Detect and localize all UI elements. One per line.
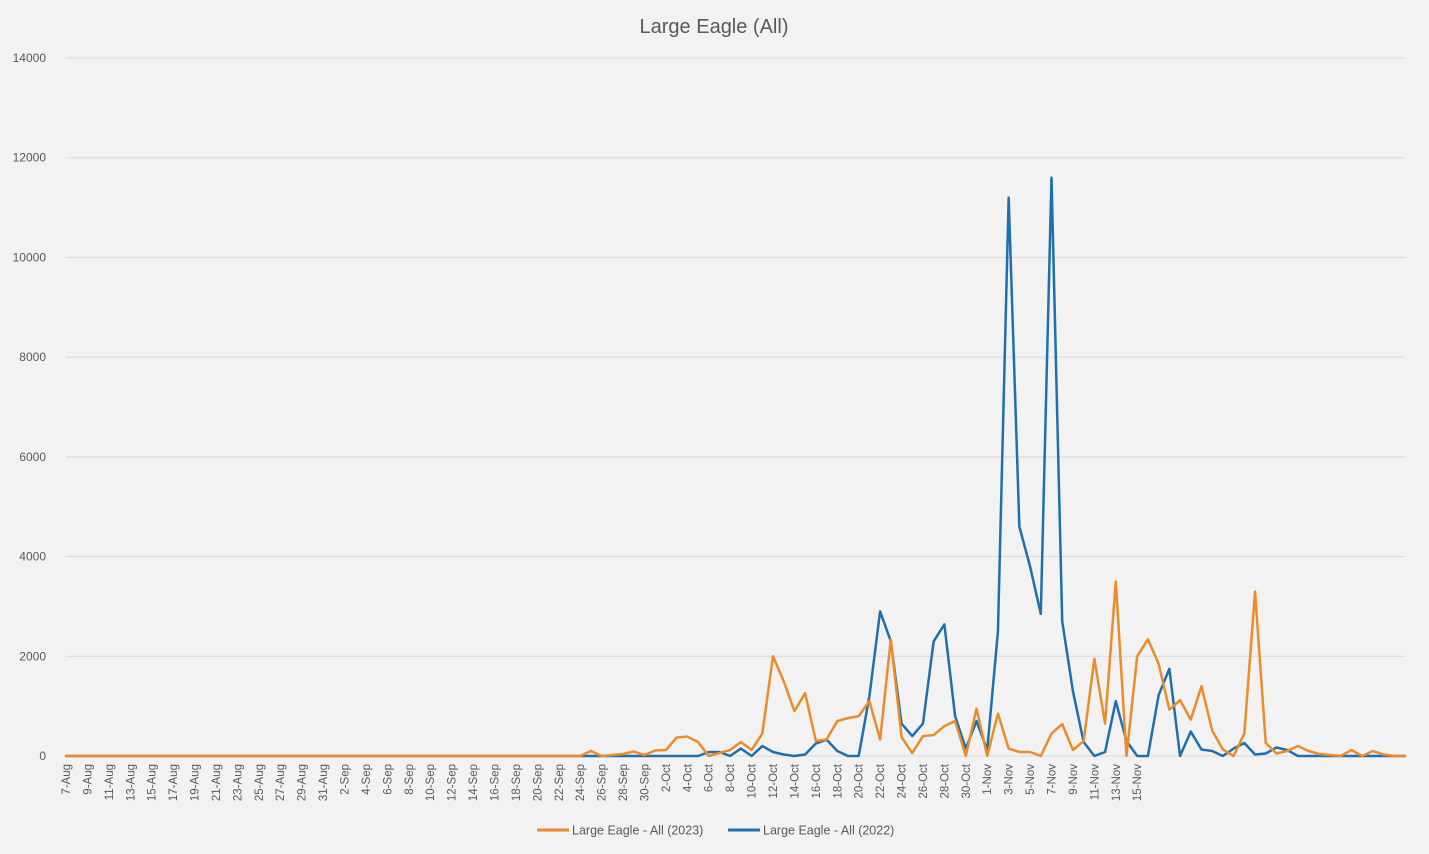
x-tick-label: 28-Oct: [939, 763, 951, 798]
x-tick-label: 30-Sep: [639, 764, 651, 801]
x-tick-label: 26-Sep: [597, 764, 609, 801]
legend-label-1: Large Eagle - All (2022): [763, 824, 894, 838]
x-tick-label: 20-Oct: [854, 763, 866, 798]
legend-label-0: Large Eagle - All (2023): [572, 824, 703, 838]
x-tick-label: 7-Aug: [61, 764, 73, 795]
x-tick-label: 18-Oct: [832, 763, 844, 798]
series-lines: [64, 176, 1407, 758]
x-tick-label: 13-Aug: [125, 764, 137, 801]
x-tick-label: 12-Oct: [768, 763, 780, 798]
x-tick-label: 14-Sep: [468, 764, 480, 801]
x-tick-label: 21-Aug: [211, 764, 223, 801]
gridlines: [66, 57, 1405, 757]
x-tick-label: 11-Aug: [104, 764, 116, 800]
x-tick-label: 15-Nov: [1132, 764, 1144, 801]
x-tick-label: 16-Oct: [811, 763, 823, 798]
x-tick-label: 8-Sep: [404, 764, 416, 795]
x-tick-label: 10-Oct: [747, 763, 759, 798]
x-axis-ticks: 7-Aug 9-Aug 11-Aug 13-Aug 15-Aug 17-Aug 19-Aug…: [61, 763, 1144, 801]
y-tick-label: 6000: [19, 450, 46, 464]
x-tick-label: 26-Oct: [918, 763, 930, 798]
y-tick-label: 4000: [19, 550, 46, 564]
x-tick-label: 16-Sep: [489, 764, 501, 801]
x-tick-label: 27-Aug: [275, 764, 287, 801]
x-tick-label: 28-Sep: [618, 764, 630, 801]
x-tick-label: 29-Aug: [297, 764, 309, 801]
x-tick-label: 11-Nov: [1089, 764, 1101, 800]
x-tick-label: 10-Sep: [425, 764, 437, 801]
x-tick-label: 24-Sep: [575, 764, 587, 801]
x-tick-label: 1-Nov: [982, 764, 994, 795]
x-tick-label: 6-Sep: [382, 764, 394, 795]
x-tick-label: 4-Oct: [682, 763, 694, 792]
y-tick-label: 8000: [19, 350, 46, 364]
x-tick-label: 14-Oct: [789, 763, 801, 798]
x-tick-label: 23-Aug: [232, 764, 244, 801]
x-tick-label: 25-Aug: [254, 764, 266, 801]
x-tick-label: 8-Oct: [725, 763, 737, 792]
x-tick-label: 15-Aug: [147, 764, 159, 801]
x-tick-label: 31-Aug: [318, 764, 330, 801]
x-tick-label: 30-Oct: [961, 763, 973, 798]
y-tick-label: 2000: [19, 649, 46, 663]
x-tick-label: 9-Aug: [82, 764, 94, 795]
x-tick-label: 17-Aug: [168, 764, 180, 801]
x-tick-label: 22-Sep: [554, 764, 566, 801]
series-line-0: [64, 580, 1407, 758]
x-tick-label: 13-Nov: [1111, 764, 1123, 801]
y-tick-label: 14000: [13, 51, 47, 65]
x-tick-label: 5-Nov: [1025, 764, 1037, 795]
y-axis-ticks: 0 2000 4000 6000 8000 10000 12000 14000: [13, 51, 47, 763]
x-tick-label: 2-Oct: [661, 763, 673, 792]
x-tick-label: 4-Sep: [361, 764, 373, 795]
y-tick-label: 0: [39, 749, 46, 763]
series-line-1: [64, 176, 1407, 758]
y-tick-label: 12000: [13, 151, 47, 165]
x-tick-label: 9-Nov: [1068, 764, 1080, 795]
x-tick-label: 12-Sep: [447, 764, 459, 801]
x-tick-label: 19-Aug: [190, 764, 202, 801]
y-tick-label: 10000: [13, 250, 47, 264]
x-tick-label: 22-Oct: [875, 763, 887, 798]
x-tick-label: 20-Sep: [532, 764, 544, 801]
legend: Large Eagle - All (2023) Large Eagle - Al…: [537, 824, 894, 838]
x-tick-label: 3-Nov: [1004, 764, 1016, 795]
x-tick-label: 2-Sep: [340, 764, 352, 795]
x-tick-label: 18-Sep: [511, 764, 523, 801]
x-tick-label: 24-Oct: [897, 763, 909, 798]
x-tick-label: 6-Oct: [704, 763, 716, 792]
chart-title: Large Eagle (All): [640, 16, 789, 38]
x-tick-label: 7-Nov: [1047, 764, 1059, 795]
